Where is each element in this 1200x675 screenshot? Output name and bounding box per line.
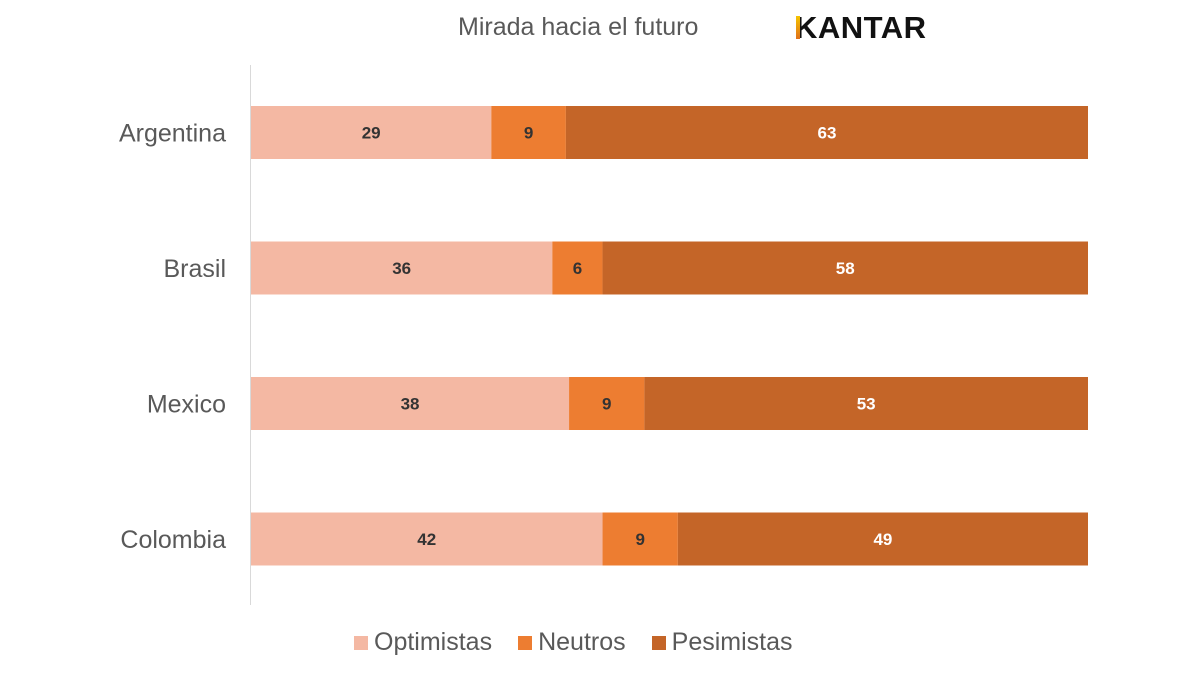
data-label-colombia-pesimistas: 49 — [873, 530, 892, 549]
data-label-mexico-pesimistas: 53 — [857, 395, 876, 414]
bar-argentina-optimistas — [251, 106, 492, 159]
data-label-argentina-optimistas: 29 — [362, 124, 381, 143]
data-label-colombia-neutros: 9 — [635, 530, 644, 549]
legend-label-pesimistas: Pesimistas — [671, 628, 793, 656]
legend-swatch-neutros — [518, 635, 533, 650]
kantar-logo-text: KANTAR — [795, 10, 927, 45]
data-label-brasil-pesimistas: 58 — [836, 259, 855, 278]
category-label-mexico: Mexico — [147, 391, 226, 419]
bar-colombia-neutros — [602, 512, 678, 566]
chart-title: Mirada hacia el futuro — [458, 13, 699, 41]
data-label-brasil-neutros: 6 — [573, 259, 582, 278]
data-label-mexico-neutros: 9 — [602, 395, 611, 414]
bar-mexico-optimistas — [251, 377, 570, 430]
category-label-brasil: Brasil — [163, 255, 226, 283]
bar-mexico-pesimistas — [644, 377, 1088, 430]
bar-colombia-pesimistas — [677, 512, 1088, 566]
bar-mexico-neutros — [569, 377, 645, 430]
bar-brasil-pesimistas — [602, 241, 1088, 295]
bar-argentina-neutros — [491, 106, 566, 159]
legend-item-neutros: Neutros — [518, 628, 626, 657]
legend-swatch-pesimistas — [651, 635, 666, 650]
category-label-colombia: Colombia — [120, 526, 226, 554]
data-label-argentina-neutros: 9 — [524, 124, 533, 143]
chart-legend: Optimistas Neutros Pesimistas — [354, 628, 819, 657]
data-label-mexico-optimistas: 38 — [401, 395, 420, 414]
bar-brasil-optimistas — [251, 241, 553, 295]
data-label-brasil-optimistas: 36 — [392, 259, 411, 278]
category-label-argentina: Argentina — [119, 120, 226, 148]
kantar-logo: KANTAR — [795, 10, 927, 46]
legend-label-optimistas: Optimistas — [374, 628, 493, 656]
legend-swatch-optimistas — [354, 635, 368, 650]
bar-colombia-optimistas — [251, 512, 603, 566]
data-label-argentina-pesimistas: 63 — [817, 124, 836, 143]
data-label-colombia-optimistas: 42 — [417, 530, 436, 549]
legend-item-pesimistas: Pesimistas — [651, 628, 793, 657]
bar-argentina-pesimistas — [565, 106, 1088, 159]
bar-brasil-neutros — [552, 241, 603, 295]
legend-label-neutros: Neutros — [538, 628, 626, 656]
legend-item-optimistas: Optimistas — [354, 628, 492, 657]
